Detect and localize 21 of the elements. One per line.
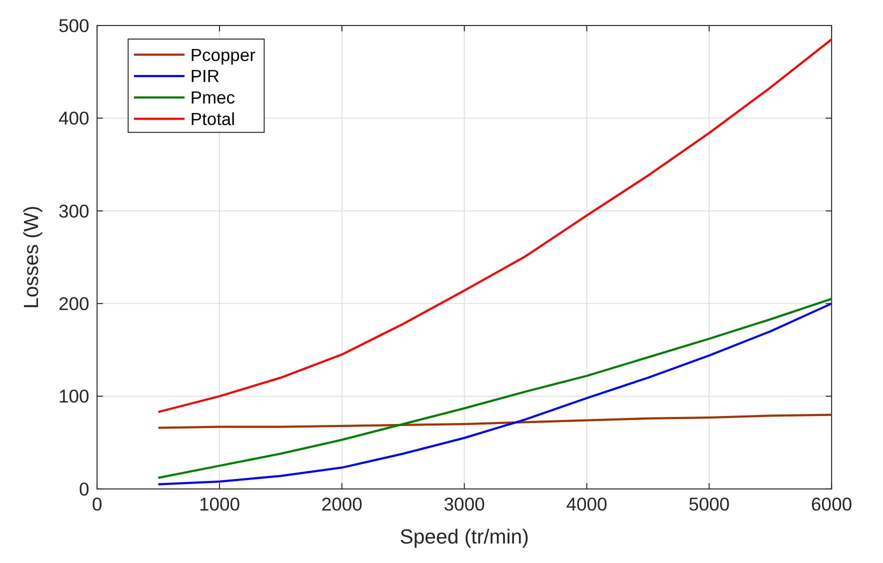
legend-label: Pmec bbox=[190, 88, 236, 108]
x-tick-label: 4000 bbox=[566, 493, 608, 514]
x-tick-label: 2000 bbox=[321, 493, 362, 514]
y-tick-label: 0 bbox=[79, 478, 90, 500]
y-tick-label: 100 bbox=[58, 386, 90, 407]
legend-label: Pcopper bbox=[190, 44, 256, 65]
y-tick-label: 500 bbox=[58, 14, 90, 36]
y-axis-title: Losses (W) bbox=[20, 206, 43, 309]
y-tick-label: 200 bbox=[58, 293, 90, 314]
x-tick-label: 6000 bbox=[811, 493, 852, 514]
x-tick-label: 1000 bbox=[198, 493, 240, 514]
y-tick-label: 300 bbox=[58, 200, 90, 222]
line-series bbox=[157, 414, 833, 429]
line-series bbox=[157, 38, 833, 414]
legend-label: PIR bbox=[190, 66, 220, 86]
y-tick-label: 400 bbox=[58, 108, 90, 129]
x-tick-label: 5000 bbox=[688, 493, 730, 514]
x-tick-label: 0 bbox=[92, 493, 102, 514]
legend-label: Ptotal bbox=[190, 108, 236, 129]
x-tick-label: 3000 bbox=[444, 493, 485, 514]
x-axis-title: Speed (tr/min) bbox=[400, 526, 529, 548]
